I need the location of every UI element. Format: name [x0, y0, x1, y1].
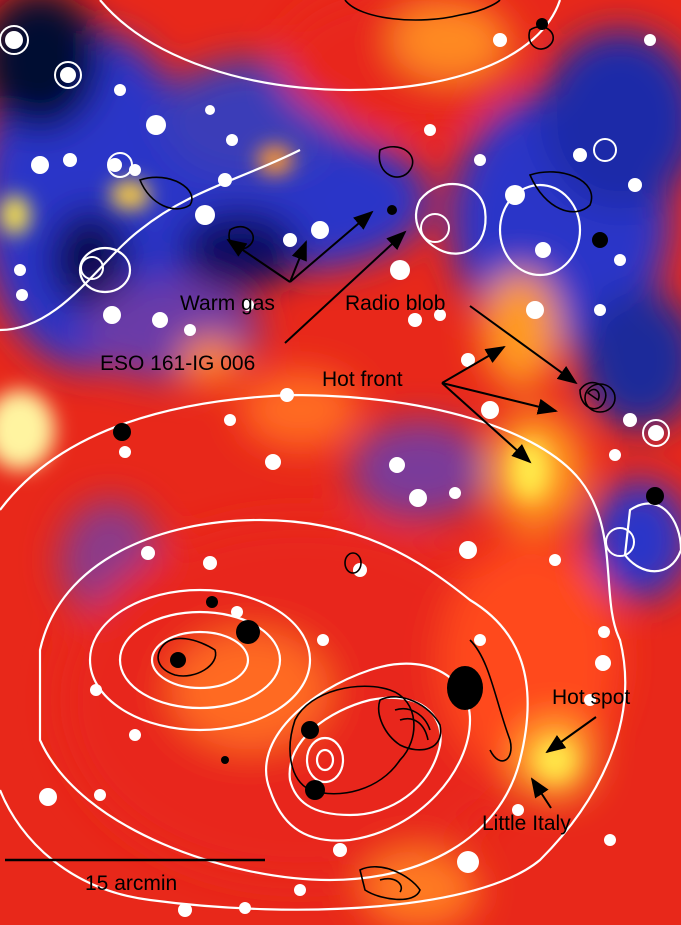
- xray-point-sources: [5, 31, 664, 917]
- label-eso-161-ig-006: ESO 161-IG 006: [100, 352, 256, 375]
- label-hot-spot: Hot spot: [552, 686, 631, 709]
- label-warm-gas: Warm gas: [180, 292, 275, 315]
- scale-bar-label: 15 arcmin: [85, 872, 178, 895]
- label-little-italy: Little Italy: [482, 812, 571, 835]
- annotation-arrows: [226, 210, 597, 809]
- xray-ring-sources: [0, 25, 670, 557]
- radio-sources: [113, 18, 664, 800]
- label-radio-blob: Radio blob: [345, 292, 446, 315]
- label-hot-front: Hot front: [322, 368, 403, 391]
